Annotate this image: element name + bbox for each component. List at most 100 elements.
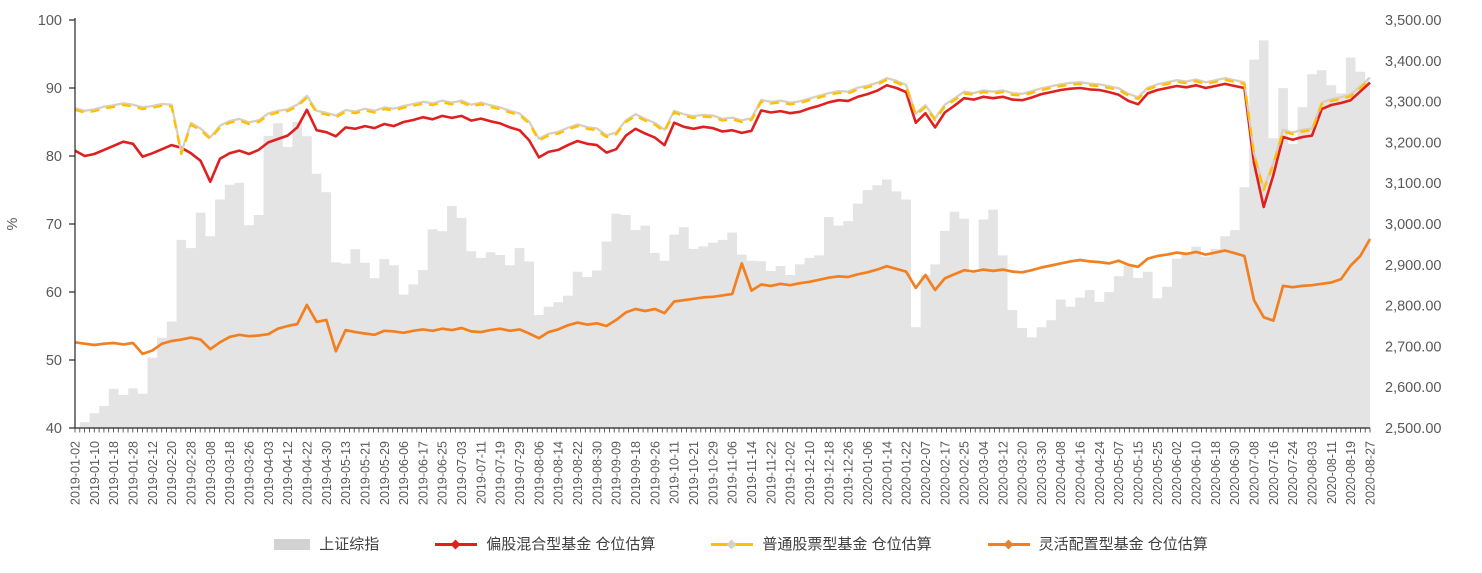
svg-text:70: 70: [46, 217, 62, 233]
svg-text:2019-02-12: 2019-02-12: [146, 441, 160, 505]
legend-label: 偏股混合型基金 仓位估算: [486, 536, 656, 553]
svg-text:2020-04-24: 2020-04-24: [1093, 441, 1107, 505]
legend-label: 灵活配置型基金 仓位估算: [1038, 536, 1208, 553]
y-axis-left: 100 90 80 70 60 50 40%: [5, 13, 76, 437]
svg-text:2019-07-03: 2019-07-03: [455, 441, 469, 505]
svg-text:2019-05-29: 2019-05-29: [378, 441, 392, 505]
svg-text:2019-01-28: 2019-01-28: [127, 441, 141, 505]
svg-text:2020-08-11: 2020-08-11: [1325, 441, 1339, 504]
flexible-fund-line: [74, 238, 1372, 356]
svg-text:3,000.00: 3,000.00: [1385, 217, 1441, 233]
svg-text:2020-01-14: 2020-01-14: [880, 441, 894, 505]
svg-text:2020-01-06: 2020-01-06: [861, 441, 875, 505]
svg-text:2019-06-17: 2019-06-17: [416, 441, 430, 505]
svg-text:2019-07-11: 2019-07-11: [474, 441, 488, 504]
svg-text:2019-12-18: 2019-12-18: [822, 441, 836, 505]
stock-fund-line: [74, 78, 1371, 192]
svg-text:2020-05-07: 2020-05-07: [1112, 441, 1126, 505]
svg-text:2019-04-22: 2019-04-22: [300, 441, 314, 505]
svg-text:2020-04-08: 2020-04-08: [1054, 441, 1068, 505]
svg-text:3,500.00: 3,500.00: [1385, 13, 1441, 29]
svg-text:2019-09-09: 2019-09-09: [610, 441, 624, 505]
svg-text:2,700.00: 2,700.00: [1385, 339, 1441, 355]
svg-text:2020-07-08: 2020-07-08: [1248, 441, 1262, 505]
x-axis: 2019-01-02 2019-01-10 2019-01-18 2019-01-28…: [69, 427, 1378, 505]
svg-text:2019-08-22: 2019-08-22: [571, 441, 585, 505]
svg-text:60: 60: [46, 285, 62, 301]
svg-text:2019-02-20: 2019-02-20: [165, 441, 179, 505]
legend-label: 普通股票型基金 仓位估算: [762, 536, 932, 553]
svg-text:40: 40: [46, 421, 62, 437]
svg-text:2019-09-18: 2019-09-18: [629, 441, 643, 505]
svg-text:2019-07-29: 2019-07-29: [513, 441, 527, 505]
svg-text:2020-05-15: 2020-05-15: [1132, 441, 1146, 505]
y-axis-right: 3,500.00 3,400.00 3,300.00 3,200.00 3,100.00…: [1385, 13, 1441, 437]
svg-text:2019-01-18: 2019-01-18: [107, 441, 121, 505]
red-line-swatch-icon: [435, 539, 478, 549]
svg-text:2020-02-17: 2020-02-17: [938, 441, 952, 505]
svg-text:80: 80: [46, 149, 62, 165]
svg-text:2019-04-03: 2019-04-03: [262, 441, 276, 505]
svg-text:2019-10-29: 2019-10-29: [706, 441, 720, 505]
svg-text:2019-02-28: 2019-02-28: [185, 441, 199, 505]
svg-text:3,100.00: 3,100.00: [1385, 176, 1441, 192]
svg-text:2019-03-26: 2019-03-26: [243, 441, 257, 505]
svg-text:2019-04-30: 2019-04-30: [320, 441, 334, 505]
svg-text:2020-03-20: 2020-03-20: [1016, 441, 1030, 505]
svg-text:2,500.00: 2,500.00: [1385, 421, 1441, 437]
svg-text:2,600.00: 2,600.00: [1385, 380, 1441, 396]
svg-text:2019-09-26: 2019-09-26: [648, 441, 662, 505]
stock-fund-marker-line: [74, 76, 1371, 190]
svg-text:2019-01-02: 2019-01-02: [69, 441, 83, 505]
svg-text:2019-08-14: 2019-08-14: [552, 441, 566, 505]
index-area-series: [75, 40, 1370, 429]
svg-text:%: %: [5, 217, 21, 230]
svg-text:2020-08-03: 2020-08-03: [1306, 441, 1320, 505]
svg-text:2020-05-25: 2020-05-25: [1151, 441, 1165, 505]
svg-text:2020-06-18: 2020-06-18: [1209, 441, 1223, 505]
svg-text:2020-06-30: 2020-06-30: [1228, 441, 1242, 505]
svg-text:100: 100: [38, 13, 62, 29]
svg-text:2019-03-08: 2019-03-08: [204, 441, 218, 505]
svg-text:2019-11-06: 2019-11-06: [726, 441, 740, 504]
orange-line-swatch-icon: [987, 539, 1030, 549]
svg-text:2020-02-07: 2020-02-07: [919, 441, 933, 505]
svg-text:2019-11-22: 2019-11-22: [764, 441, 778, 504]
svg-text:2019-04-12: 2019-04-12: [281, 441, 295, 505]
svg-text:2019-07-19: 2019-07-19: [494, 441, 508, 505]
svg-text:2019-10-11: 2019-10-11: [668, 441, 682, 504]
svg-text:3,300.00: 3,300.00: [1385, 95, 1441, 111]
chart-legend: 上证综指 偏股混合型基金 仓位估算 普通股票型基金 仓位估算 灵活配置型基金 仓…: [0, 537, 1482, 552]
svg-text:2019-12-26: 2019-12-26: [842, 441, 856, 505]
yellow-line-swatch-icon: [711, 539, 754, 549]
svg-text:2,800.00: 2,800.00: [1385, 299, 1441, 315]
svg-text:2020-03-12: 2020-03-12: [996, 441, 1010, 505]
svg-text:2020-07-16: 2020-07-16: [1267, 441, 1281, 505]
svg-text:2020-01-22: 2020-01-22: [900, 441, 914, 505]
svg-text:2020-06-02: 2020-06-02: [1170, 441, 1184, 505]
svg-text:2020-08-19: 2020-08-19: [1344, 441, 1358, 505]
legend-item-hybrid-fund: 偏股混合型基金 仓位估算: [435, 537, 655, 552]
svg-text:2020-08-27: 2020-08-27: [1364, 441, 1378, 505]
svg-text:2019-12-02: 2019-12-02: [784, 441, 798, 505]
svg-text:2019-10-21: 2019-10-21: [687, 441, 701, 505]
svg-text:2020-03-04: 2020-03-04: [977, 441, 991, 505]
svg-text:90: 90: [46, 81, 62, 97]
svg-text:2019-06-25: 2019-06-25: [436, 441, 450, 505]
svg-text:2019-05-21: 2019-05-21: [358, 441, 372, 505]
svg-text:2019-08-06: 2019-08-06: [532, 441, 546, 505]
svg-text:3,200.00: 3,200.00: [1385, 135, 1441, 151]
svg-text:2020-04-16: 2020-04-16: [1074, 441, 1088, 505]
svg-text:2019-11-14: 2019-11-14: [745, 441, 759, 504]
svg-text:3,400.00: 3,400.00: [1385, 54, 1441, 70]
legend-label: 上证综指: [319, 536, 380, 553]
svg-text:2019-06-06: 2019-06-06: [397, 441, 411, 505]
svg-text:50: 50: [46, 353, 62, 369]
svg-text:2020-07-24: 2020-07-24: [1286, 441, 1300, 505]
svg-text:2,900.00: 2,900.00: [1385, 258, 1441, 274]
legend-item-stock-fund: 普通股票型基金 仓位估算: [711, 536, 932, 553]
svg-text:2019-08-30: 2019-08-30: [590, 441, 604, 505]
svg-text:2020-03-30: 2020-03-30: [1035, 441, 1049, 505]
hybrid-fund-line: [74, 81, 1371, 209]
